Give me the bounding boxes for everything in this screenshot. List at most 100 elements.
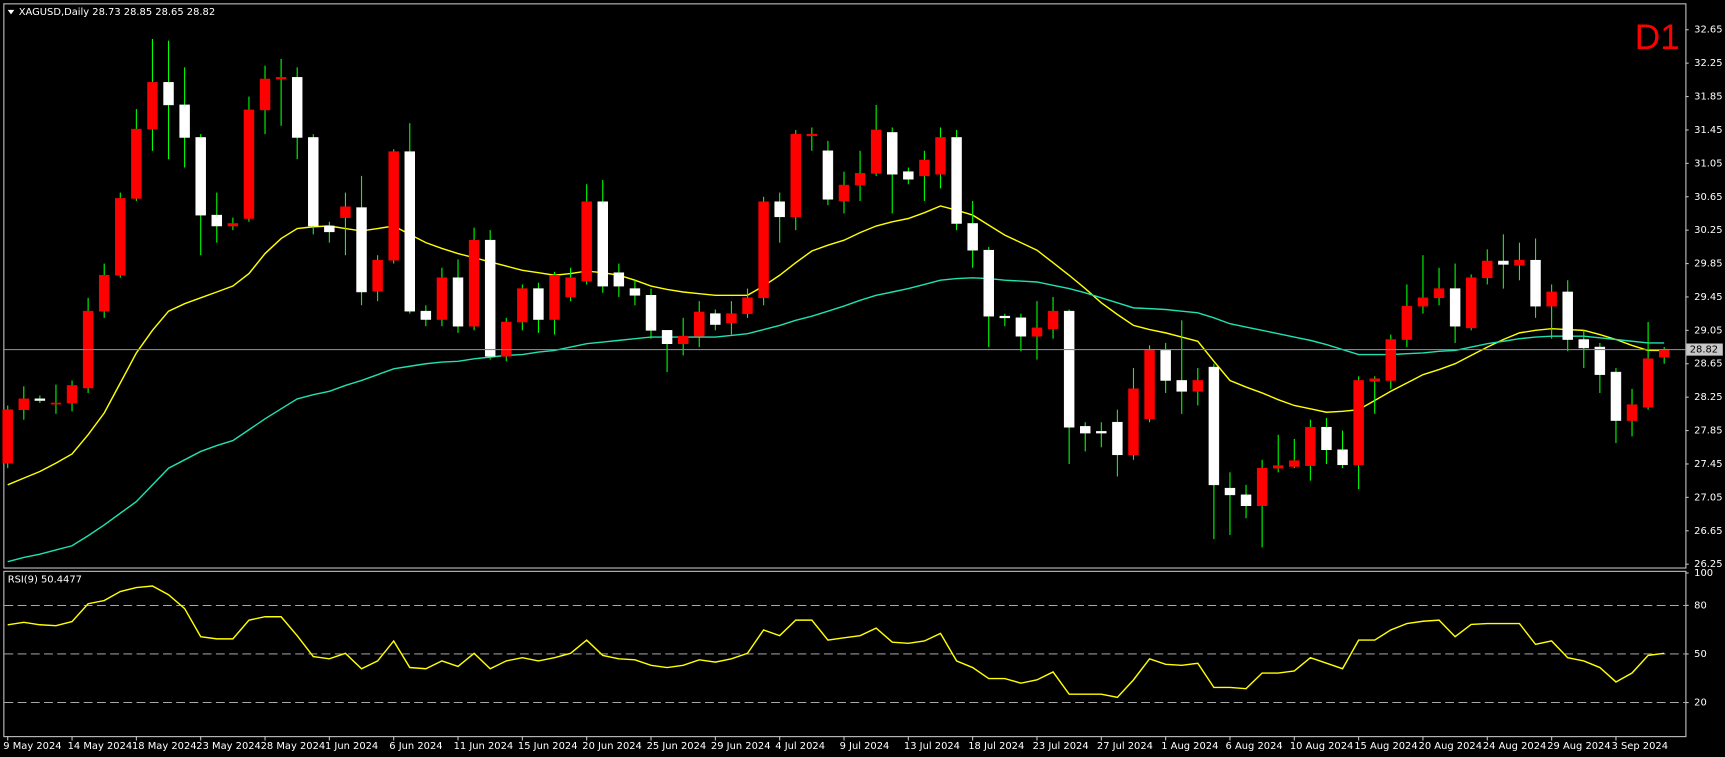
x-tick-label: 11 Jun 2024 — [454, 741, 514, 752]
candle-body-down — [983, 249, 994, 317]
symbol-menu-arrow[interactable] — [7, 9, 15, 15]
candle-body-down — [903, 171, 914, 180]
candle-body-up — [1144, 350, 1155, 420]
candle-body-up — [1256, 467, 1268, 506]
y-tick-label: 31.45 — [1694, 125, 1722, 136]
candle-body-up — [1272, 465, 1284, 469]
y-tick-label: 27.45 — [1694, 459, 1722, 470]
x-tick-label: 20 Aug 2024 — [1419, 741, 1482, 752]
candle-body-up — [694, 311, 705, 337]
candle-body-down — [1096, 431, 1107, 434]
candle-body-up — [1417, 297, 1429, 307]
candle-body-down — [1449, 288, 1461, 327]
candle-body-down — [291, 77, 303, 138]
candle-body-down — [1224, 487, 1236, 496]
candle-body-up — [565, 277, 576, 298]
y-tick-label: 29.85 — [1694, 259, 1722, 270]
candle-body-up — [259, 78, 271, 111]
x-tick-label: 13 Jul 2024 — [904, 741, 960, 752]
candle-body-down — [710, 313, 721, 325]
candle-body-up — [870, 129, 882, 174]
candle-body-up — [66, 385, 78, 404]
candle-body-down — [1063, 310, 1075, 428]
x-tick-label: 9 May 2024 — [3, 741, 61, 752]
x-tick-label: 27 Jul 2024 — [1097, 741, 1153, 752]
candle-body-down — [1160, 350, 1171, 381]
x-tick-label: 20 Jun 2024 — [582, 741, 642, 752]
candle-body-up — [1369, 378, 1380, 382]
candle-body-down — [34, 398, 46, 401]
x-tick-label: 6 Aug 2024 — [1226, 741, 1283, 752]
x-tick-label: 23 Jul 2024 — [1033, 741, 1089, 752]
rsi-title: RSI(9) 50.4477 — [8, 575, 82, 586]
candle-body-up — [1047, 310, 1059, 329]
candle-body-down — [613, 272, 625, 287]
candle-body-down — [452, 277, 464, 327]
x-tick-label: 15 Aug 2024 — [1354, 741, 1417, 752]
candle-body-up — [501, 321, 512, 357]
y-tick-label: 26.65 — [1694, 526, 1722, 537]
candle-body-up — [1289, 460, 1300, 467]
x-tick-label: 3 Sep 2024 — [1612, 741, 1668, 752]
y-tick-label: 30.65 — [1694, 192, 1722, 203]
rsi-line — [7, 585, 1665, 699]
last-price-label: 28.82 — [1690, 345, 1718, 356]
candle-body-down — [1530, 259, 1541, 307]
x-tick-label: 1 Aug 2024 — [1161, 741, 1218, 752]
candle-body-up — [1031, 327, 1043, 337]
candle-body-down — [420, 310, 432, 320]
candle-body-up — [1642, 358, 1654, 408]
candle-body-up — [1626, 404, 1638, 421]
candle-body-up — [147, 82, 158, 130]
candle-body-up — [838, 184, 850, 202]
candle-body-up — [677, 335, 689, 344]
candle-body-up — [18, 398, 30, 410]
candle-body-down — [1176, 380, 1187, 392]
moving-average-line — [7, 277, 1665, 563]
candle-body-down — [484, 239, 496, 357]
last-price-box — [1686, 343, 1723, 356]
candle-body-up — [468, 239, 480, 327]
candle-body-up — [275, 77, 287, 80]
candle-body-down — [1079, 426, 1091, 434]
candle-body-up — [517, 288, 528, 323]
candle-body-down — [967, 223, 978, 251]
candle-body-up — [131, 128, 142, 199]
candle-body-down — [356, 207, 367, 293]
candle-body-down — [629, 288, 641, 296]
price-panel-frame — [3, 3, 1687, 569]
chart-title: XAGUSD,Daily 28.73 28.85 28.65 28.82 — [19, 7, 215, 18]
y-tick-label: 20 — [1694, 698, 1707, 709]
candle-body-down — [195, 137, 206, 216]
x-tick-label: 29 Aug 2024 — [1547, 741, 1610, 752]
candle-body-up — [388, 151, 399, 261]
y-tick-label: 28.25 — [1694, 392, 1722, 403]
candle-body-up — [935, 137, 946, 175]
candle-body-up — [742, 297, 753, 314]
candle-body-down — [999, 315, 1011, 319]
candle-body-up — [549, 274, 560, 320]
candle-body-up — [1305, 426, 1316, 466]
y-tick-label: 27.85 — [1694, 426, 1722, 437]
candle-body-down — [1562, 291, 1573, 340]
x-tick-label: 10 Aug 2024 — [1290, 741, 1353, 752]
candle-body-up — [1482, 260, 1493, 279]
candle-body-up — [227, 223, 239, 227]
candle-body-down — [951, 137, 962, 224]
x-tick-label: 18 May 2024 — [132, 741, 197, 752]
candle-body-up — [436, 277, 448, 320]
y-tick-label: 30.25 — [1694, 225, 1722, 236]
candle-body-up — [854, 173, 866, 186]
candle-body-up — [98, 274, 110, 312]
candle-body-up — [1385, 339, 1397, 381]
candle-body-down — [308, 137, 319, 227]
candle-body-up — [1465, 277, 1477, 329]
candle-body-up — [1128, 388, 1139, 456]
candle-body-up — [1658, 349, 1670, 358]
y-tick-label: 100 — [1694, 568, 1713, 579]
y-tick-label: 32.25 — [1694, 58, 1722, 69]
y-tick-label: 26.25 — [1694, 559, 1722, 570]
x-tick-label: 4 Jul 2024 — [775, 741, 825, 752]
candle-body-down — [324, 225, 335, 233]
